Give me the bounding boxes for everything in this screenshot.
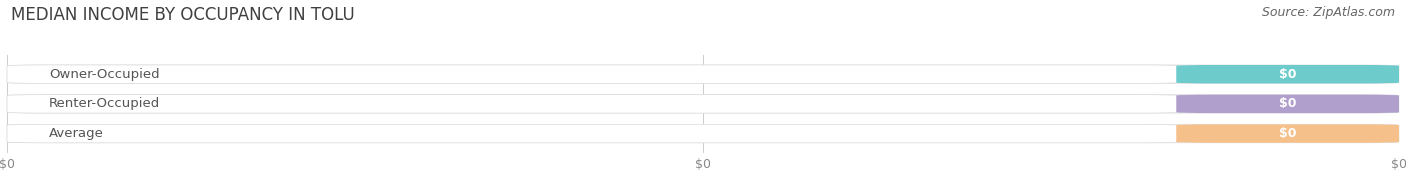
FancyBboxPatch shape — [7, 65, 1399, 83]
Text: Average: Average — [49, 127, 104, 140]
Text: MEDIAN INCOME BY OCCUPANCY IN TOLU: MEDIAN INCOME BY OCCUPANCY IN TOLU — [11, 6, 354, 24]
Text: $0: $0 — [1279, 97, 1296, 110]
Text: Renter-Occupied: Renter-Occupied — [49, 97, 160, 110]
Text: $0: $0 — [1279, 127, 1296, 140]
Text: Owner-Occupied: Owner-Occupied — [49, 68, 159, 81]
FancyBboxPatch shape — [7, 124, 1399, 143]
FancyBboxPatch shape — [7, 124, 1178, 143]
FancyBboxPatch shape — [7, 95, 1399, 113]
FancyBboxPatch shape — [1177, 124, 1399, 143]
Text: Source: ZipAtlas.com: Source: ZipAtlas.com — [1261, 6, 1395, 19]
FancyBboxPatch shape — [1177, 65, 1399, 83]
Text: $0: $0 — [1279, 68, 1296, 81]
FancyBboxPatch shape — [1177, 95, 1399, 113]
FancyBboxPatch shape — [7, 65, 1178, 83]
FancyBboxPatch shape — [7, 95, 1178, 113]
